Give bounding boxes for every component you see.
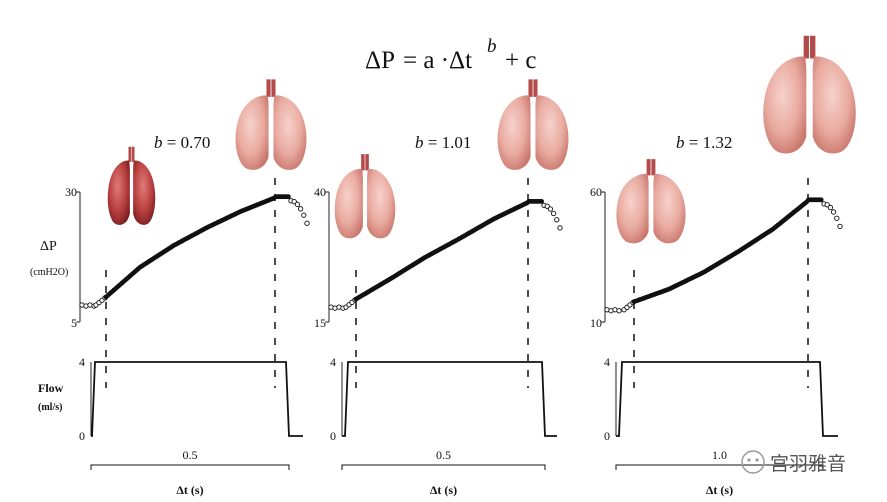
flow-tick-label-bottom: 0 bbox=[604, 429, 610, 443]
panel-title: b = 1.32 bbox=[676, 133, 732, 152]
flow-tick-label-bottom: 0 bbox=[79, 429, 85, 443]
y-tick-label-top: 60 bbox=[590, 185, 602, 199]
delta-p-unit: (cmH2O) bbox=[30, 267, 68, 278]
lung-image-1 bbox=[236, 79, 307, 170]
y-tick-label-bottom: 5 bbox=[71, 316, 77, 330]
watermark: 宫羽雅音 bbox=[741, 450, 846, 475]
panel-title: b = 1.01 bbox=[415, 133, 471, 152]
time-interval-label: 1.0 bbox=[712, 448, 727, 462]
x-axis-label: Δt (s) bbox=[176, 483, 203, 497]
y-tick-label-top: 30 bbox=[65, 185, 77, 199]
equation-plus-c: + c bbox=[505, 47, 536, 74]
data-point-relaxation bbox=[550, 210, 557, 217]
time-bracket bbox=[615, 464, 824, 470]
b-value: = 0.70 bbox=[163, 133, 211, 152]
b-symbol: b bbox=[154, 133, 163, 152]
data-point-baseline bbox=[616, 308, 622, 314]
panel-title: b = 0.70 bbox=[154, 133, 210, 152]
data-point-relaxation bbox=[547, 206, 554, 212]
data-point-relaxation bbox=[297, 206, 304, 212]
flow-axis-title: Flow (ml/s) bbox=[38, 381, 64, 413]
flow-trace bbox=[616, 361, 838, 437]
y-axis-title: ΔP (cmH2O) bbox=[30, 239, 68, 278]
equation: ΔP = a ·Δt b + c bbox=[365, 36, 536, 74]
lung-image-5 bbox=[763, 36, 856, 154]
panel-3: b = 1.32 60 10 4 0 1.0 Δt (s) bbox=[590, 133, 843, 497]
lung-image-4 bbox=[616, 159, 685, 243]
equation-exponent: b bbox=[487, 36, 497, 57]
data-point-relaxation bbox=[557, 225, 563, 231]
time-interval-label: 0.5 bbox=[183, 448, 198, 462]
lung-image-collapsed bbox=[106, 145, 157, 227]
x-axis-label: Δt (s) bbox=[430, 483, 457, 497]
flow-unit: (ml/s) bbox=[38, 402, 62, 413]
panel-1: b = 0.70 30 5 4 0 0.5 Δt (s) bbox=[65, 133, 310, 497]
data-point-relaxation bbox=[830, 209, 837, 215]
equation-delta-p: ΔP bbox=[365, 47, 395, 74]
data-point-relaxation bbox=[827, 204, 834, 211]
data-point-relaxation bbox=[294, 201, 301, 207]
equation-a-dt: = a ·Δt bbox=[403, 47, 472, 74]
y-tick-label-top: 40 bbox=[314, 185, 326, 199]
data-point bbox=[818, 197, 824, 203]
lung-image-3 bbox=[498, 79, 569, 170]
data-point-relaxation bbox=[304, 220, 310, 226]
flow-trace bbox=[91, 361, 303, 437]
wechat-icon bbox=[741, 450, 765, 474]
b-symbol: b bbox=[415, 133, 424, 152]
watermark-text: 宫羽雅音 bbox=[770, 453, 846, 475]
data-point bbox=[539, 198, 544, 204]
data-point-relaxation bbox=[834, 215, 840, 221]
y-tick-label-bottom: 10 bbox=[590, 316, 602, 330]
flow-label: Flow bbox=[38, 381, 64, 395]
flow-tick-label-top: 4 bbox=[604, 355, 610, 369]
data-point-relaxation bbox=[554, 217, 560, 223]
data-point bbox=[285, 194, 291, 200]
b-value: = 1.32 bbox=[685, 133, 733, 152]
y-tick-label-bottom: 15 bbox=[314, 316, 326, 330]
flow-trace bbox=[342, 361, 557, 437]
data-point-relaxation bbox=[301, 212, 307, 218]
x-axis-label: Δt (s) bbox=[706, 483, 733, 497]
time-bracket bbox=[341, 464, 546, 470]
lung-images bbox=[106, 36, 856, 244]
flow-tick-label-bottom: 0 bbox=[330, 429, 336, 443]
data-point-relaxation bbox=[837, 223, 843, 229]
b-symbol: b bbox=[676, 133, 685, 152]
time-bracket bbox=[90, 464, 290, 470]
delta-p-label: ΔP bbox=[40, 239, 57, 254]
flow-tick-label-top: 4 bbox=[330, 355, 336, 369]
lung-image-2 bbox=[332, 152, 398, 241]
flow-tick-label-top: 4 bbox=[79, 355, 85, 369]
time-interval-label: 0.5 bbox=[436, 448, 451, 462]
b-value: = 1.01 bbox=[424, 133, 472, 152]
